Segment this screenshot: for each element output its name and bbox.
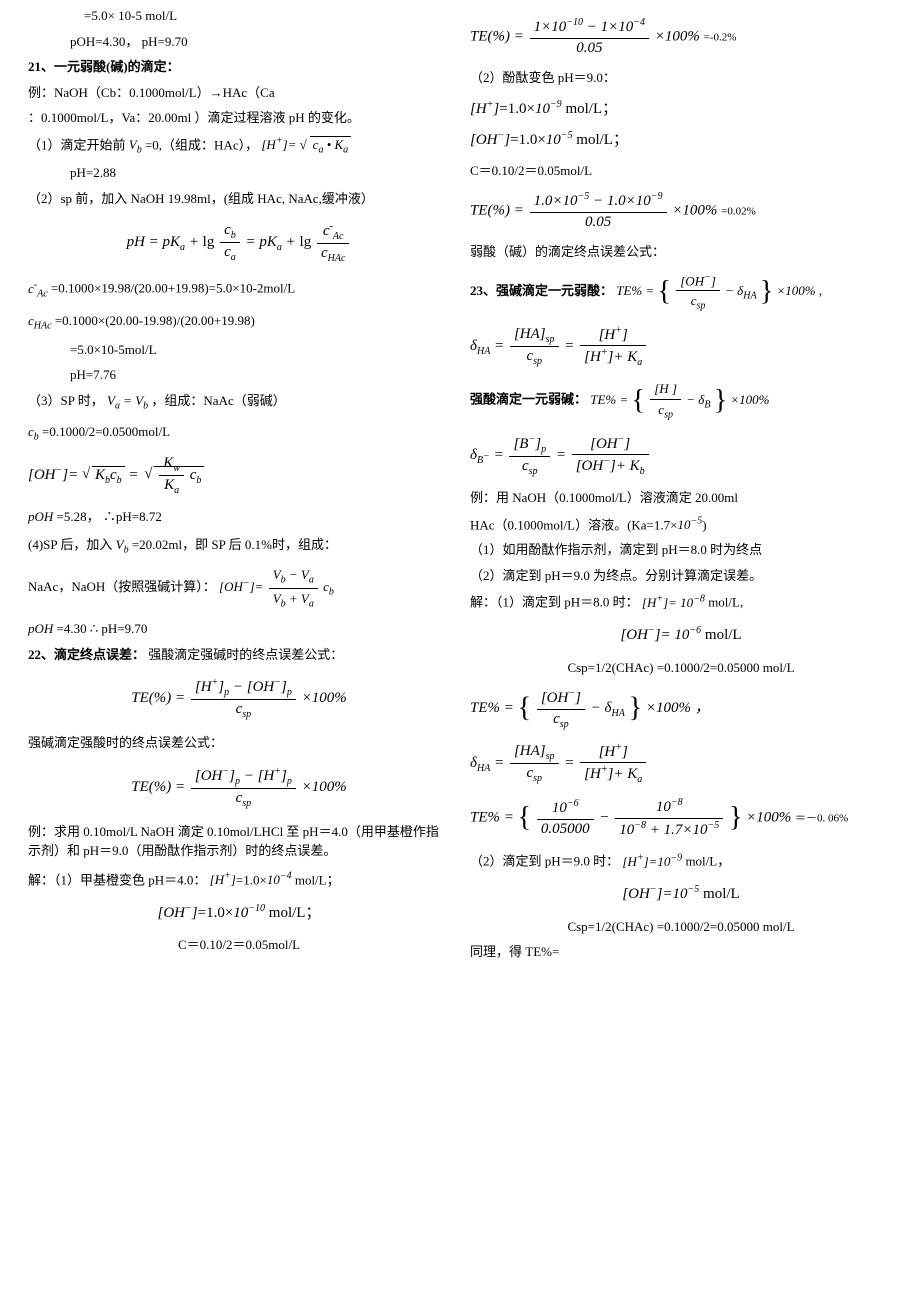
text: =5.0×10-5mol/L — [28, 340, 450, 360]
text: （2）酚酞变色 pH＝9.0： — [470, 68, 892, 88]
text: 弱酸（碱）的滴定终点误差公式： — [470, 242, 892, 262]
formula-delta-B: δB− = [B−]pcsp = [OH−][OH−]+ Kb — [470, 433, 892, 479]
formula: [OH−]=1.0×10−10 mol/L； — [28, 902, 450, 924]
text: 解：（1）滴定到 pH＝8.0 时： [H+]= 10−8 mol/L, — [470, 591, 892, 612]
text: pOH =5.28， ∴pH=8.72 — [28, 507, 450, 527]
formula: [OH−]=1.0×10−5 mol/L； — [470, 129, 892, 151]
text: 例：NaOH（Cb：0.1000mol/L）→HAc（Ca — [28, 83, 450, 103]
section-23: 23、强碱滴定一元弱酸： TE% = { [OH−]csp − δHA } ×1… — [470, 270, 892, 314]
text: pOH=4.30， pH=9.70 — [28, 32, 450, 52]
text: （3）SP 时， Va = Vb ，组成：NaAc（弱碱） — [28, 391, 450, 414]
text: =5.0× 10-5 mol/L — [28, 6, 450, 26]
formula-TE-calc: TE% = { 10−60.05000 − 10−810−8 + 1.7×10−… — [470, 796, 892, 840]
text: 例：用 NaOH（0.1000mol/L）溶液滴定 20.00ml — [470, 488, 892, 508]
formula-TE-r2: TE(%) = 1.0×10−5 − 1.0×10−90.05 ×100% =0… — [470, 190, 892, 232]
left-column: =5.0× 10-5 mol/L pOH=4.30， pH=9.70 21、一元… — [18, 6, 460, 1296]
formula: [OH−]=10−5 mol/L — [470, 883, 892, 905]
formula-pH: pH = pKa + lg cbca = pKa + lg c-AccHAc — [28, 220, 450, 265]
text: （2）滴定到 pH＝9.0 时： [H+]=10−9 mol/L， — [470, 850, 892, 871]
formula: [OH−]= 10−6 mol/L — [470, 624, 892, 646]
formula-delta-HA2: δHA = [HA]spcsp = [H+][H+]+ Ka — [470, 741, 892, 787]
formula-TE1: TE(%) = [H+]p − [OH−]pcsp ×100% — [28, 676, 450, 721]
text: （1）滴定开始前 Vb =0,（组成：HAc）， [H+]= ca • Ka — [28, 134, 450, 158]
text: pH=7.76 — [28, 365, 450, 385]
text: C＝0.10/2＝0.05mol/L — [28, 935, 450, 955]
section-21: 21、一元弱酸(碱)的滴定： — [28, 57, 450, 77]
text: （2）sp 前，加入 NaOH 19.98ml，(组成 HAc, NaAc,缓冲… — [28, 189, 450, 209]
text: c-Ac =0.1000×19.98/(20.00+19.98)=5.0×10-… — [28, 277, 450, 301]
text: NaAc，NaOH（按照强碱计算）： [OH−]= Vb − VaVb + Va… — [28, 565, 450, 611]
text: （1）如用酚酞作指示剂，滴定到 pH＝8.0 时为终点 — [470, 540, 892, 560]
formula-TE-top: TE(%) = 1×10−10 − 1×10−40.05 ×100% =-0.2… — [470, 16, 892, 58]
formula-delta-HA: δHA = [HA]spcsp = [H+][H+]+ Ka — [470, 324, 892, 370]
text: C＝0.10/2＝0.05mol/L — [470, 161, 892, 181]
text: （2）滴定到 pH＝9.0 为终点。分别计算滴定误差。 — [470, 566, 892, 586]
right-column: TE(%) = 1×10−10 − 1×10−40.05 ×100% =-0.2… — [460, 6, 902, 1296]
text: HAc（0.1000mol/L）溶液。(Ka=1.7×10−5) — [470, 514, 892, 535]
text: Csp=1/2(CHAc) =0.1000/2=0.05000 mol/L — [470, 658, 892, 678]
formula-TE-ex: TE% = { [OH−]csp − δHA } ×100% ， — [470, 687, 892, 731]
formula-TE2: TE(%) = [OH−]p − [H+]pcsp ×100% — [28, 765, 450, 810]
text: Csp=1/2(CHAc) =0.1000/2=0.05000 mol/L — [470, 917, 892, 937]
text: 例：求用 0.10mol/L NaOH 滴定 0.10mol/LHCl 至 pH… — [28, 822, 450, 861]
text: cb =0.1000/2=0.0500mol/L — [28, 422, 450, 445]
text: cHAc =0.1000×(20.00-19.98)/(20.00+19.98) — [28, 311, 450, 334]
formula-OH: [OH−]= Kbcb = KwKa cb — [28, 454, 450, 497]
section-22: 22、滴定终点误差： 强酸滴定强碱时的终点误差公式： — [28, 645, 450, 665]
text: 解：（1）甲基橙变色 pH＝4.0： [H+]=1.0×10−4 mol/L； — [28, 869, 450, 890]
text: pOH =4.30 ∴ pH=9.70 — [28, 619, 450, 639]
text: 强碱滴定强酸时的终点误差公式： — [28, 733, 450, 753]
formula: [H+]=1.0×10−9 mol/L； — [470, 98, 892, 120]
text: 同理，得 TE%= — [470, 942, 892, 962]
text: pH=2.88 — [28, 163, 450, 183]
text: (4)SP 后，加入 Vb =20.02ml，即 SP 后 0.1%时，组成： — [28, 535, 450, 558]
text: 强酸滴定一元弱碱： TE% = { [H ]csp − δB } ×100% — [470, 379, 892, 422]
text: ：0.1000mol/L，Va：20.00ml ）滴定过程溶液 pH 的变化。 — [28, 108, 450, 128]
